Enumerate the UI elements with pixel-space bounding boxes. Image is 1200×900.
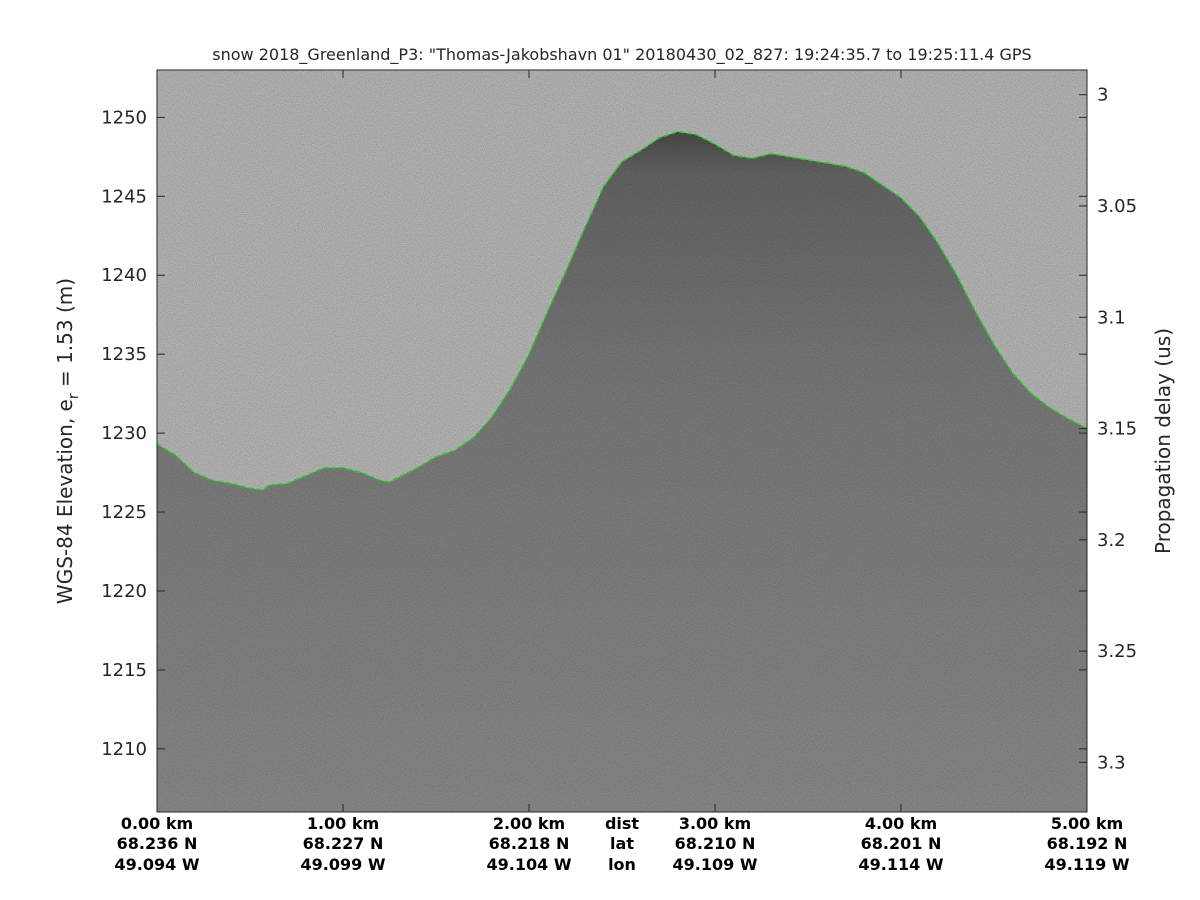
x-row-label-lat: lat [610,834,634,853]
y2-tick-label: 3.1 [1097,307,1126,328]
x-tick-dist-label: 1.00 km [307,814,379,833]
x-row-label-dist: dist [605,814,639,833]
x-tick-lat-label: 68.236 N [117,834,198,853]
x-row-label-lon: lon [608,855,636,874]
x-tick-lon-label: 49.119 W [1045,855,1130,874]
x-tick-lat-label: 68.227 N [303,834,384,853]
x-tick-lat-label: 68.210 N [675,834,756,853]
x-tick-lon-label: 49.099 W [301,855,386,874]
y-tick-label: 1240 [101,265,147,286]
x-tick-lat-label: 68.201 N [861,834,942,853]
x-tick-dist-label: 2.00 km [493,814,565,833]
y2-tick-label: 3 [1097,85,1108,106]
y-axis-right: 3 3.05 3.1 3.15 3.2 3.25 3.3 [1079,85,1137,773]
x-tick-dist-label: 5.00 km [1051,814,1123,833]
y-axis-left-label: WGS-84 Elevation, er = 1.53 (m) [53,278,82,604]
surface-trace-line [157,130,1087,491]
y-tick-label: 1220 [101,581,147,602]
y2-tick-label: 3.3 [1097,752,1126,773]
y-tick-label: 1210 [101,739,147,760]
x-tick-lon-label: 49.109 W [673,855,758,874]
noise-texture [157,70,1087,812]
x-tick-lon-label: 49.114 W [859,855,944,874]
y-axis-right-label: Propagation delay (us) [1151,328,1175,554]
y2-tick-label: 3.15 [1097,419,1137,440]
y-tick-label: 1250 [101,107,147,128]
y2-tick-label: 3.25 [1097,641,1137,662]
y-tick-label: 1245 [101,186,147,207]
y-tick-label: 1215 [101,660,147,681]
x-tick-dist-label: 3.00 km [679,814,751,833]
y2-tick-label: 3.2 [1097,530,1126,551]
x-tick-lon-label: 49.094 W [115,855,200,874]
chart-title: snow 2018_Greenland_P3: "Thomas-Jakobsha… [212,45,1031,65]
x-tick-lon-label: 49.104 W [487,855,572,874]
plot-frame [156,69,1088,813]
x-tick-lat-label: 68.192 N [1047,834,1128,853]
x-tick-dist-label: 4.00 km [865,814,937,833]
y2-tick-label: 3.05 [1097,196,1137,217]
y-tick-label: 1230 [101,423,147,444]
x-tick-lat-label: 68.218 N [489,834,570,853]
y-tick-label: 1235 [101,344,147,365]
y-tick-label: 1225 [101,502,147,523]
y-axis-left: 1210 1215 1220 1225 1230 1235 1240 1245 1250 [101,107,1087,760]
x-tick-dist-label: 0.00 km [121,814,193,833]
